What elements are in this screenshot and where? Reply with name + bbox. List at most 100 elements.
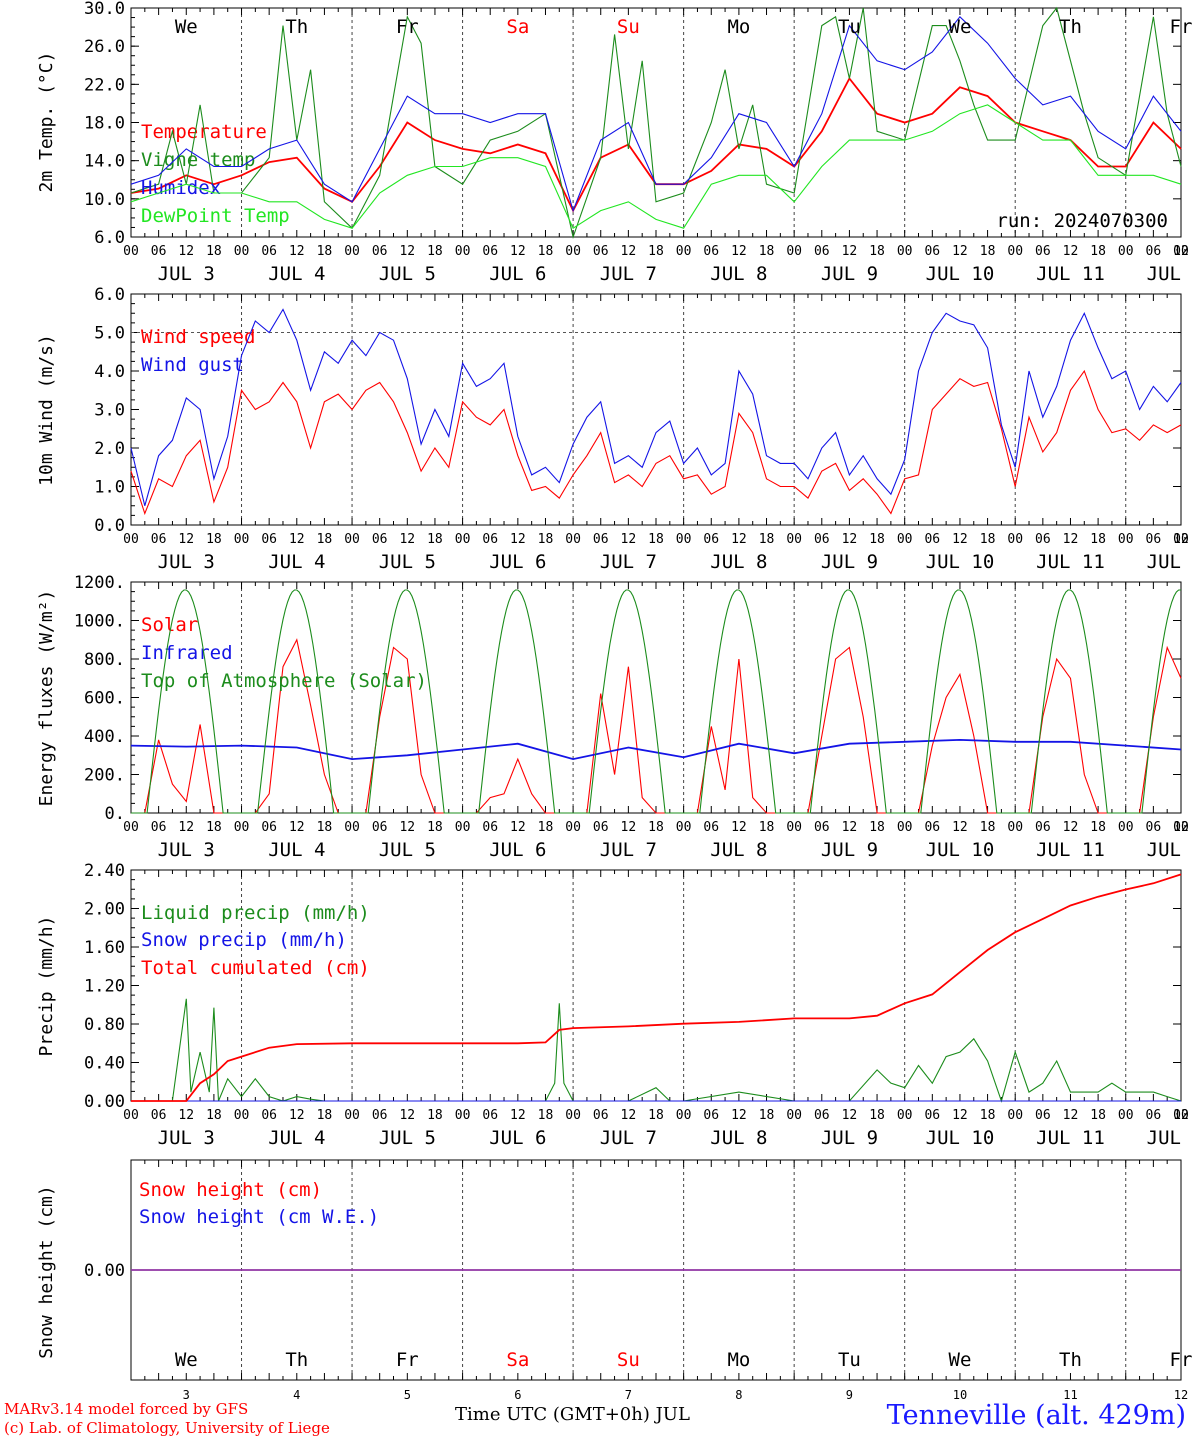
hour-label: 18 — [538, 532, 554, 547]
hour-label: 00 — [234, 820, 250, 835]
hour-label: 18 — [317, 1108, 333, 1123]
hour-label: 06 — [482, 1108, 498, 1123]
date-label: JUL 4 — [268, 263, 325, 285]
hour-label: 18 — [317, 532, 333, 547]
hour-label: 00 — [344, 820, 360, 835]
day-name: Mo — [727, 16, 750, 38]
y-tick-label: 0.00 — [84, 1092, 125, 1112]
date-label: JUL 10 — [926, 263, 995, 285]
hour-label: 06 — [1035, 1108, 1051, 1123]
date-label: JUL 4 — [268, 839, 325, 861]
date-label: JUL 4 — [268, 551, 325, 573]
hour-label: 00 — [786, 532, 802, 547]
date-label: JUL 9 — [821, 839, 878, 861]
hour-label: 18 — [206, 820, 222, 835]
hour-label: 18 — [317, 244, 333, 259]
y-tick-label: 2.40 — [84, 861, 125, 881]
time-axis-label: Time UTC (GMT+0h) JUL — [455, 1404, 690, 1425]
day-number: 7 — [625, 1388, 632, 1402]
day-number: 4 — [293, 1388, 300, 1402]
day-number: 10 — [953, 1388, 967, 1402]
y-tick-label: 2.0 — [94, 439, 125, 459]
hour-label: 18 — [1090, 820, 1106, 835]
hour-label: 12 — [621, 244, 637, 259]
hour-label: 06 — [151, 820, 167, 835]
date-label: JUL 6 — [489, 263, 546, 285]
hour-label: 18 — [206, 532, 222, 547]
hour-label: 12 — [399, 1108, 415, 1123]
series-line — [130, 308, 1182, 506]
hour-label: 00 — [344, 532, 360, 547]
date-label: JUL 3 — [158, 839, 215, 861]
day-name: Su — [617, 16, 640, 38]
hour-label: 06 — [261, 532, 277, 547]
hour-label: 12 — [178, 820, 194, 835]
series-line — [130, 738, 1182, 761]
hour-label: 00 — [1118, 1108, 1134, 1123]
day-name: Fr — [1170, 16, 1193, 38]
hour-label: 12 — [178, 1108, 194, 1123]
y-tick-label: 3.0 — [94, 401, 125, 421]
hour-label: 18 — [538, 244, 554, 259]
date-label: JUL 11 — [1036, 1127, 1105, 1149]
date-label: JUL 6 — [489, 1127, 546, 1149]
hour-label: 06 — [703, 532, 719, 547]
hour-label: 12 — [399, 532, 415, 547]
day-number: 12 — [1174, 1388, 1188, 1402]
day-name: We — [949, 16, 972, 38]
day-number: 8 — [735, 1388, 742, 1402]
hour-label: 12 — [510, 820, 526, 835]
hour-label: 06 — [372, 820, 388, 835]
hour-label: 00 — [455, 820, 471, 835]
hour-label: 12 — [842, 820, 858, 835]
date-label: JUL 11 — [1036, 551, 1105, 573]
copyright-credit: (c) Lab. of Climatology, University of L… — [4, 1419, 330, 1437]
date-label: JUL 3 — [158, 263, 215, 285]
date-label: JUL 12 — [1147, 551, 1194, 573]
y-tick-label: 22.0 — [84, 75, 125, 95]
hour-label: 06 — [703, 1108, 719, 1123]
hour-label: 18 — [980, 820, 996, 835]
hour-label: 12 — [1173, 532, 1189, 547]
hour-label: 06 — [814, 1108, 830, 1123]
hour-label: 00 — [565, 532, 581, 547]
hour-label: 18 — [427, 820, 443, 835]
day-name: Su — [617, 1349, 640, 1371]
hour-label: 12 — [289, 532, 305, 547]
hour-label: 18 — [759, 1108, 775, 1123]
legend-entry: Snow height (cm W.E.) — [139, 1206, 379, 1228]
y-tick-label: 6.0 — [94, 228, 125, 248]
hour-label: 00 — [344, 244, 360, 259]
hour-label: 00 — [897, 820, 913, 835]
y-tick-label: 18.0 — [84, 114, 125, 134]
hour-label: 00 — [1007, 244, 1023, 259]
day-number: 5 — [404, 1388, 411, 1402]
y-tick-label: 5.0 — [94, 324, 125, 344]
plot-frame — [130, 581, 1182, 814]
hour-label: 00 — [1118, 244, 1134, 259]
hour-label: 06 — [1146, 532, 1162, 547]
hour-label: 06 — [372, 1108, 388, 1123]
series-line — [130, 76, 1182, 213]
y-tick-label: 4.0 — [94, 362, 125, 382]
hour-label: 00 — [1007, 820, 1023, 835]
hour-label: 00 — [897, 532, 913, 547]
date-label: JUL 8 — [710, 551, 767, 573]
hour-label: 00 — [1118, 532, 1134, 547]
hour-label: 18 — [980, 1108, 996, 1123]
hour-label: 12 — [289, 820, 305, 835]
hour-label: 18 — [869, 1108, 885, 1123]
hour-label: 18 — [538, 820, 554, 835]
hour-label: 00 — [455, 244, 471, 259]
day-number: 3 — [183, 1388, 190, 1402]
date-label: JUL 12 — [1147, 1127, 1194, 1149]
y-tick-label: 200. — [84, 766, 125, 786]
series-line — [130, 6, 1182, 240]
hour-label: 18 — [759, 244, 775, 259]
day-name: Th — [1059, 16, 1082, 38]
series-line — [131, 589, 1181, 814]
y-tick-label: 0.00 — [84, 1261, 125, 1281]
date-label: JUL 6 — [489, 551, 546, 573]
date-label: JUL 11 — [1036, 839, 1105, 861]
hour-label: 00 — [786, 244, 802, 259]
